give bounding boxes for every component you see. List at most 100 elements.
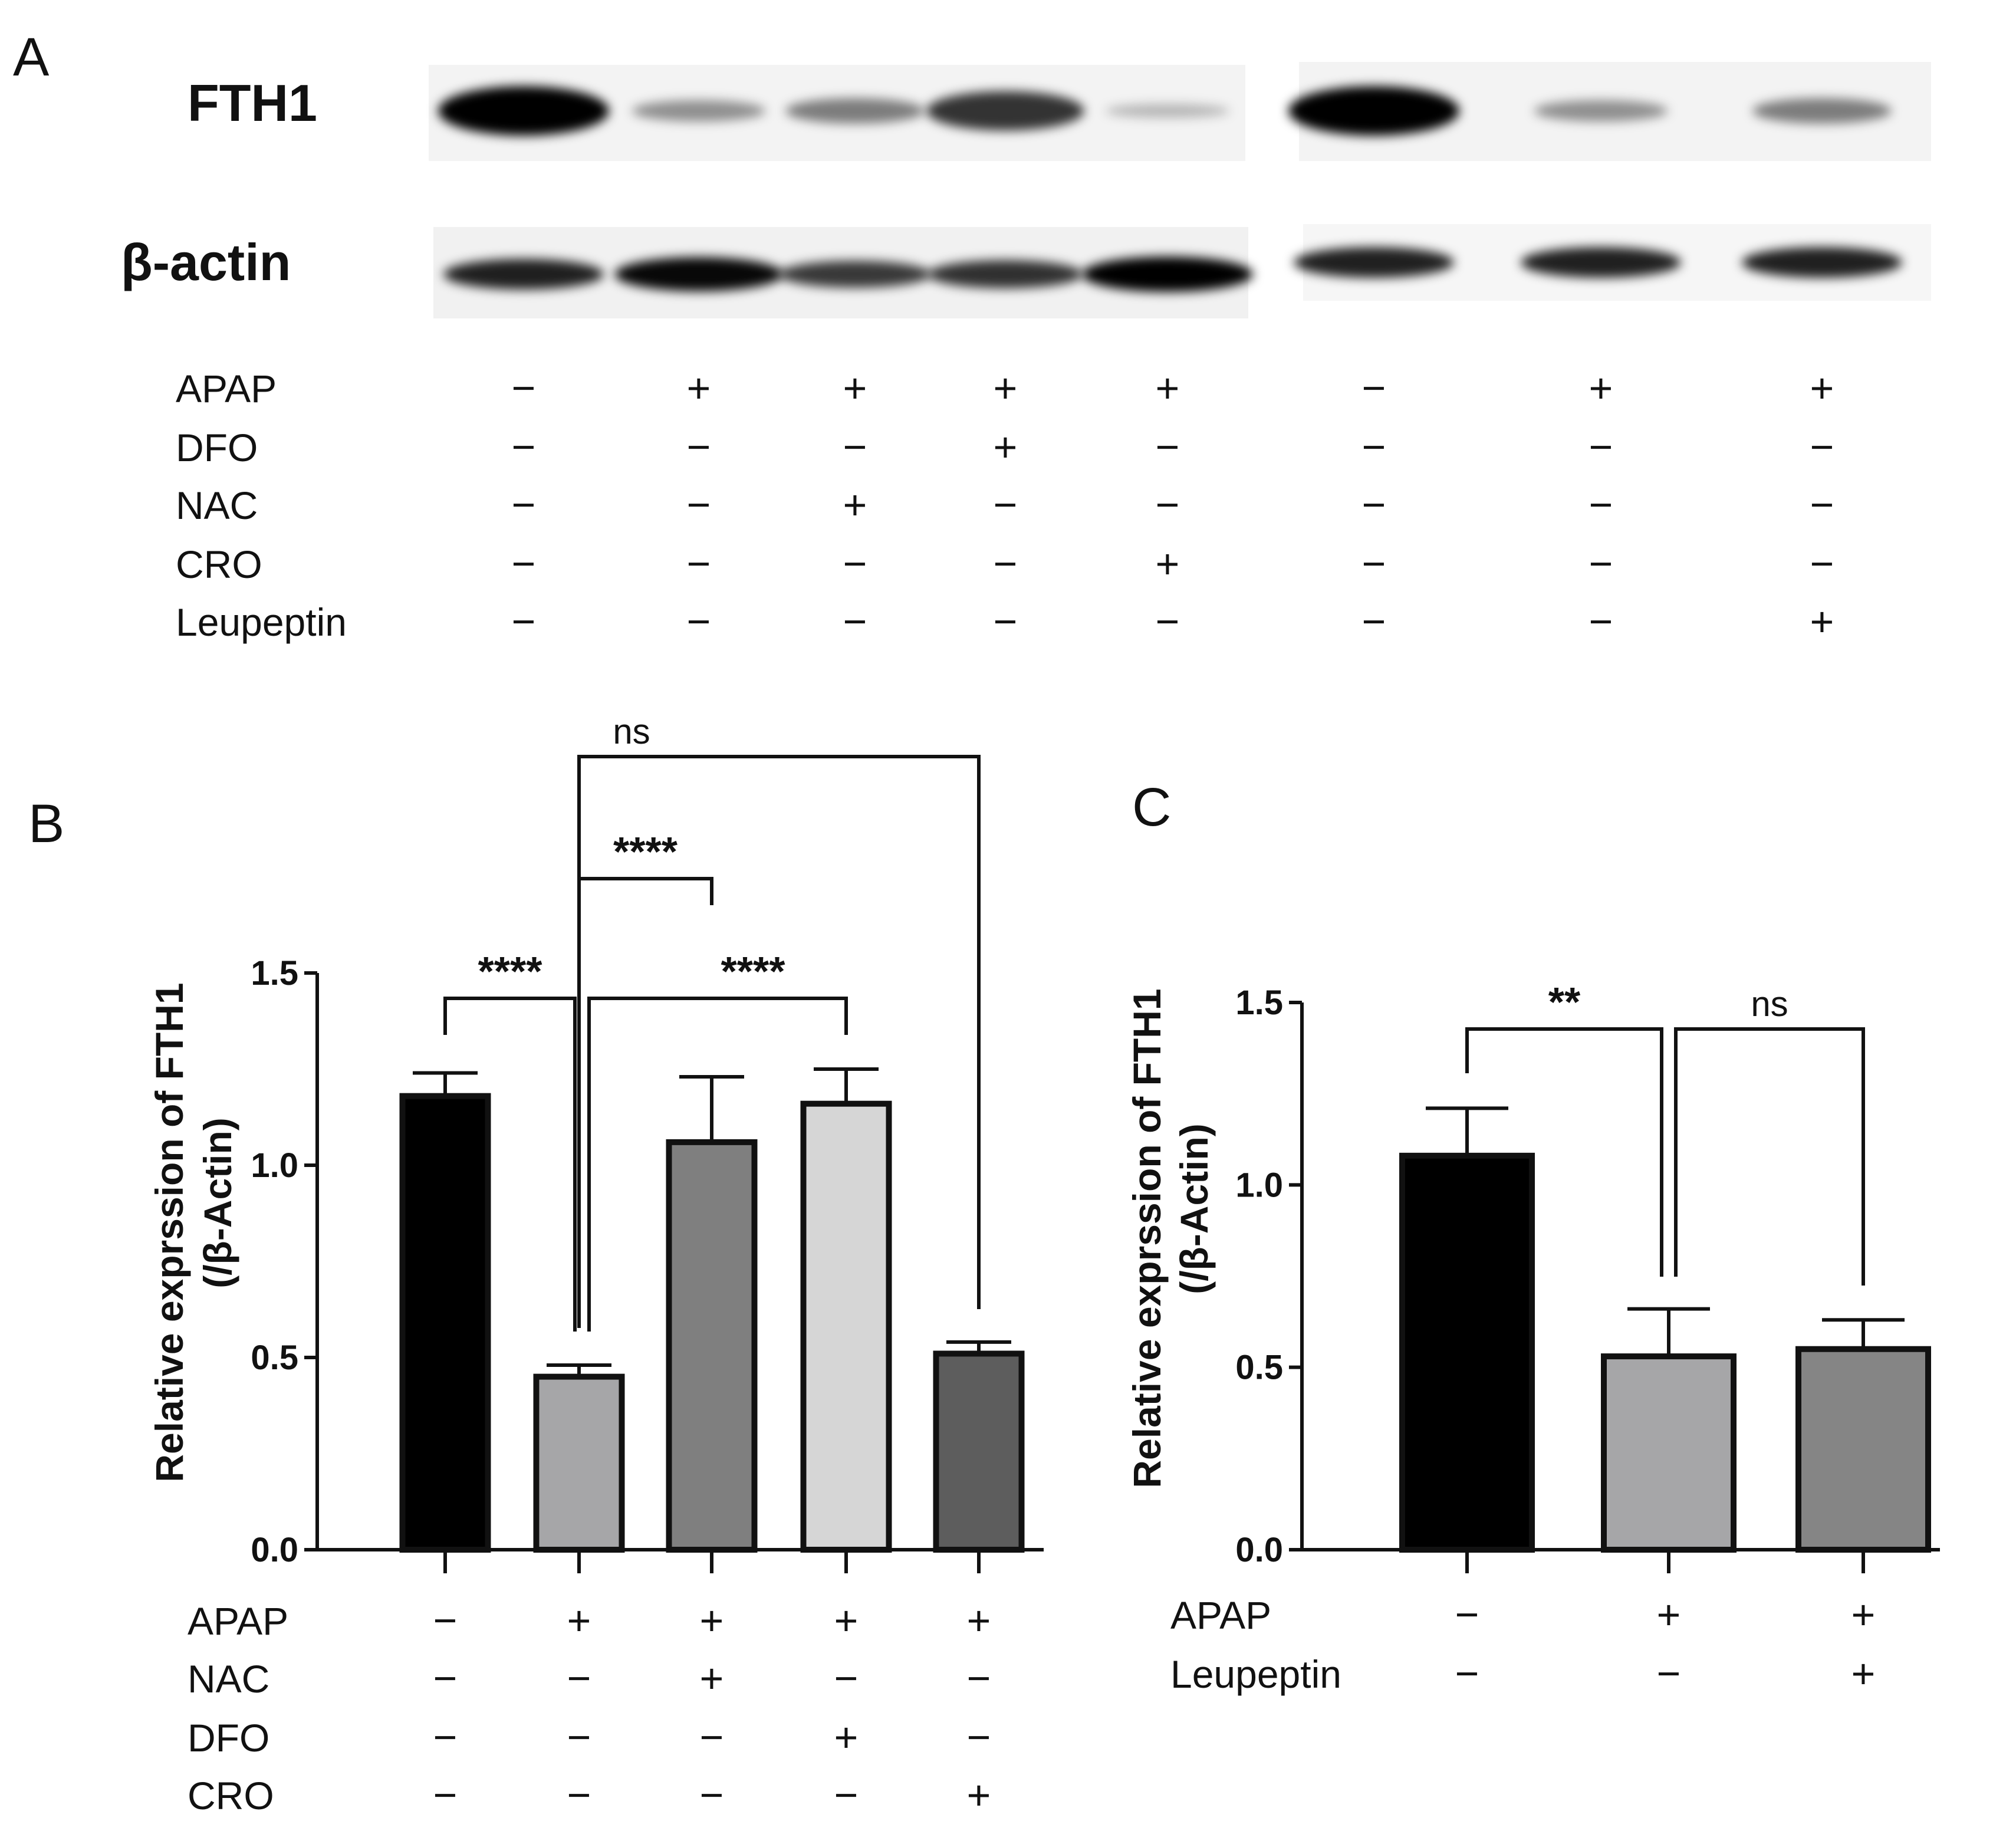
panel-b: B Relative exprssion of FTH1 (/β-Actin) …: [28, 712, 1044, 1818]
panel-c: C Relative exprssion of FTH1 (/β-Actin) …: [1125, 777, 1940, 1697]
condition-sign: −: [512, 599, 536, 645]
beta-actin-blot-label: β-actin: [121, 233, 291, 291]
condition-sign: −: [512, 541, 536, 587]
condition-sign: −: [567, 1655, 591, 1701]
y-tick-label: 1.5: [251, 954, 298, 992]
condition-sign: −: [1156, 482, 1180, 528]
condition-sign: −: [1362, 599, 1386, 645]
panel-b-letter: B: [28, 794, 64, 854]
condition-sign: −: [1156, 599, 1180, 645]
significance-bracket: [577, 877, 713, 905]
beta-actin-band: [928, 260, 1083, 288]
beta-actin-band: [443, 259, 604, 290]
panel-b-ylabel-line2: (/β-Actin): [196, 1117, 239, 1288]
condition-sign: −: [1589, 482, 1613, 528]
panel-b-chart: 0.0 0.5 1.0 1.5 **** **** **** ns − + + + + − − + − − − − − +…: [251, 712, 1044, 1818]
y-tick-label: 1.0: [1235, 1166, 1283, 1204]
significance-bracket: [1465, 1027, 1663, 1277]
condition-sign: −: [433, 1714, 458, 1760]
condition-sign: +: [967, 1772, 991, 1818]
condition-sign: +: [1810, 599, 1834, 645]
condition-sign: −: [567, 1772, 591, 1818]
condition-sign: −: [843, 541, 867, 587]
beta-actin-band: [778, 261, 932, 288]
bar: [1399, 1152, 1535, 1553]
panel-b-condition-label-apap: APAP: [188, 1599, 288, 1643]
condition-sign: +: [843, 482, 867, 528]
panel-a-condition-label-leupeptin: Leupeptin: [176, 600, 347, 644]
bar: [1795, 1346, 1931, 1553]
condition-sign: −: [843, 599, 867, 645]
condition-sign: −: [512, 482, 536, 528]
condition-sign: −: [1455, 1651, 1479, 1697]
condition-sign: −: [1810, 424, 1834, 470]
significance-label: ****: [613, 829, 678, 875]
condition-sign: +: [1156, 541, 1180, 587]
bar: [800, 1100, 892, 1553]
panel-b-ylabel-line1: Relative exprssion of FTH1: [147, 982, 191, 1482]
bar: [1601, 1353, 1737, 1553]
condition-sign: −: [687, 599, 711, 645]
condition-sign: −: [1455, 1592, 1479, 1638]
condition-sign: +: [834, 1597, 859, 1643]
condition-sign: −: [512, 365, 536, 411]
fth1-band: [1105, 103, 1230, 119]
panel-c-ylabel-line1: Relative exprssion of FTH1: [1125, 988, 1169, 1488]
condition-sign: −: [433, 1772, 458, 1818]
panel-b-condition-label-nac: NAC: [188, 1657, 269, 1701]
fth1-band: [1534, 100, 1668, 122]
condition-sign: −: [1589, 599, 1613, 645]
panel-a-letter: A: [13, 27, 50, 87]
bar: [399, 1093, 491, 1553]
panel-b-condition-label-dfo: DFO: [188, 1716, 269, 1760]
panel-a-condition-label-apap: APAP: [176, 367, 277, 410]
panel-a-condition-label-cro: CRO: [176, 543, 262, 586]
y-tick-label: 0.0: [1235, 1531, 1283, 1569]
condition-sign: −: [433, 1597, 458, 1643]
condition-sign: +: [1851, 1651, 1876, 1697]
bar: [666, 1139, 758, 1553]
significance-bracket: [577, 755, 981, 1328]
condition-sign: +: [1589, 365, 1613, 411]
panel-a-condition-label-dfo: DFO: [176, 426, 258, 469]
condition-sign: +: [700, 1597, 724, 1643]
panel-a-condition-label-nac: NAC: [176, 484, 258, 527]
y-tick-label: 0.5: [1235, 1349, 1283, 1387]
condition-sign: −: [687, 424, 711, 470]
condition-sign: +: [1810, 365, 1834, 411]
condition-sign: −: [967, 1714, 991, 1760]
condition-sign: −: [1810, 482, 1834, 528]
bar: [533, 1373, 625, 1553]
y-tick-label: 1.0: [251, 1146, 298, 1185]
significance-label: ns: [1751, 984, 1788, 1024]
condition-sign: −: [967, 1655, 991, 1701]
fth1-band: [1752, 98, 1892, 124]
y-tick-label: 1.5: [1235, 984, 1283, 1022]
condition-sign: −: [994, 541, 1018, 587]
significance-label: **: [1548, 979, 1581, 1025]
blot-bands: [438, 86, 1902, 292]
condition-sign: −: [843, 424, 867, 470]
beta-actin-band: [1521, 247, 1681, 278]
condition-sign: +: [1156, 365, 1180, 411]
panel-c-ylabel-line2: (/β-Actin): [1172, 1123, 1216, 1294]
beta-actin-band: [1294, 247, 1454, 278]
panel-c-chart: 0.0 0.5 1.0 1.5 ** ns − + + − − +: [1235, 979, 1940, 1697]
condition-sign: −: [512, 424, 536, 470]
bar: [933, 1350, 1025, 1553]
condition-sign: +: [994, 424, 1018, 470]
fth1-band: [926, 91, 1084, 131]
condition-sign: −: [687, 482, 711, 528]
condition-sign: +: [834, 1714, 859, 1760]
panel-c-letter: C: [1132, 777, 1171, 837]
condition-sign: +: [994, 365, 1018, 411]
condition-sign: −: [994, 482, 1018, 528]
condition-sign: −: [700, 1772, 724, 1818]
fth1-band: [1288, 86, 1459, 136]
beta-actin-band: [1742, 247, 1902, 278]
condition-sign: +: [843, 365, 867, 411]
condition-sign: +: [967, 1597, 991, 1643]
panel-c-condition-label-apap: APAP: [1170, 1593, 1271, 1637]
panel-a: A FTH1 β-actin APAP DFO NAC CRO Leupepti…: [13, 27, 1931, 645]
